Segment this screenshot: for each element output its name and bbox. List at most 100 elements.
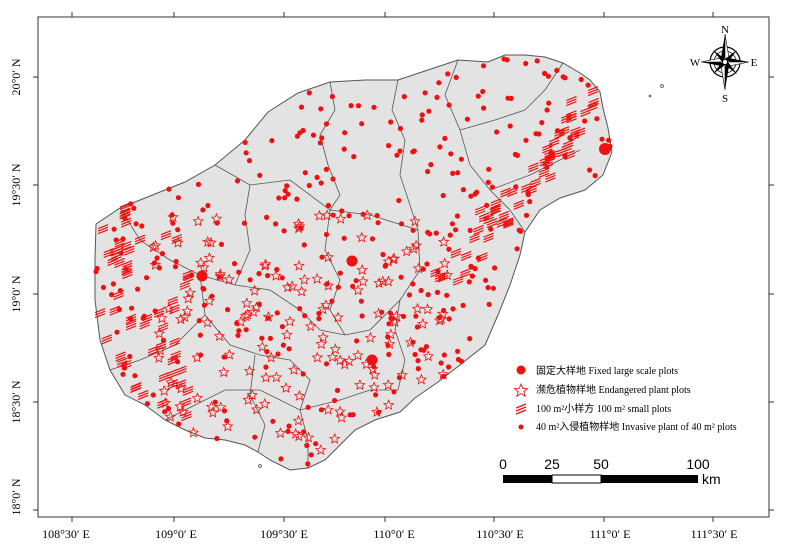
invasive-plot-marker — [444, 292, 450, 298]
small-plot-marker — [561, 142, 572, 154]
endangered-plot-marker — [289, 427, 302, 439]
invasive-plot-marker — [273, 221, 279, 227]
invasive-plot-marker — [314, 174, 320, 180]
small-plot-marker — [97, 224, 109, 235]
endangered-plot-marker — [214, 268, 226, 280]
endangered-plot-marker — [222, 420, 234, 432]
small-plot-marker — [558, 126, 570, 137]
invasive-plot-marker — [437, 144, 443, 150]
small-plot-marker — [169, 337, 180, 348]
endangered-plot-marker — [388, 252, 400, 264]
endangered-plot-marker — [191, 392, 204, 404]
endangered-plot-marker — [302, 431, 315, 443]
endangered-plot-marker — [181, 305, 194, 317]
invasive-plot-marker — [264, 349, 270, 355]
invasive-plot-marker — [414, 324, 420, 330]
small-plot-marker — [134, 234, 146, 245]
invasive-plot-marker — [394, 152, 400, 158]
invasive-plot-marker — [197, 332, 203, 338]
small-plot-marker — [554, 128, 565, 140]
endangered-plot-marker — [281, 328, 293, 340]
invasive-plot-marker — [578, 76, 584, 83]
invasive-plot-marker — [201, 302, 207, 308]
small-plot-marker — [157, 322, 169, 333]
small-plot-marker — [138, 389, 149, 401]
endangered-plot-marker — [203, 252, 216, 263]
small-plot-marker — [113, 289, 124, 301]
invasive-plot-marker — [453, 74, 459, 80]
invasive-plot-marker — [285, 191, 291, 197]
endangered-plot-marker — [438, 235, 450, 247]
invasive-plot-marker — [449, 221, 455, 227]
small-plot-marker — [526, 184, 537, 196]
invasive-plot-marker — [468, 263, 474, 269]
endangered-plot-marker — [368, 381, 380, 393]
invasive-plot-marker — [539, 120, 545, 126]
endangered-plot-marker — [250, 301, 263, 313]
small-plot-marker — [538, 167, 550, 178]
endangered-plot-marker — [241, 308, 254, 320]
small-plot-marker — [120, 240, 132, 252]
invasive-plot-marker — [467, 227, 473, 233]
invasive-plot-marker — [466, 279, 472, 285]
small-plot-marker — [587, 86, 599, 97]
small-plot-marker — [141, 313, 153, 324]
invasive-plot-marker — [274, 310, 280, 316]
small-plot-marker — [474, 205, 486, 216]
legend-label-small: 100 m²小样方 100 m² small plots — [536, 402, 671, 415]
endangered-plot-marker — [407, 242, 420, 254]
invasive-plot-marker — [241, 220, 247, 226]
invasive-plot-marker — [353, 278, 359, 284]
invasive-plot-marker — [323, 121, 330, 127]
invasive-plot-marker — [301, 242, 307, 248]
endangered-plot-marker — [172, 236, 184, 248]
invasive-plot-marker — [397, 125, 403, 132]
invasive-plot-marker — [410, 227, 416, 233]
invasive-plot-marker — [486, 301, 492, 307]
invasive-plot-marker — [380, 251, 386, 258]
endangered-plot-marker — [205, 400, 218, 412]
endangered-plot-marker — [437, 307, 449, 319]
scale-bar: 0 25 50 100 km — [499, 456, 721, 487]
small-plot-marker — [109, 305, 120, 316]
legend-symbol-small-dot — [518, 424, 524, 430]
invasive-plot-marker — [235, 332, 241, 338]
small-plot-marker — [490, 198, 502, 209]
invasive-plot-marker — [501, 56, 507, 62]
legend-symbol-star — [513, 382, 529, 398]
small-plot-marker — [460, 250, 472, 262]
small-plot-marker — [460, 268, 471, 279]
invasive-plot-marker — [359, 313, 365, 319]
endangered-plot-marker — [259, 258, 272, 270]
endangered-plot-marker — [184, 286, 196, 298]
endangered-plot-marker — [322, 251, 334, 263]
invasive-plot-marker — [316, 310, 322, 317]
endangered-plot-marker — [202, 235, 214, 247]
invasive-plot-marker — [317, 140, 323, 146]
endangered-plot-marker — [383, 338, 396, 350]
invasive-plot-marker — [434, 289, 441, 295]
endangered-plot-marker — [382, 378, 395, 390]
invasive-plot-marker — [339, 208, 345, 214]
legend-symbol-hatch — [515, 403, 527, 415]
endangered-plot-marker — [215, 401, 227, 413]
invasive-plot-marker — [109, 292, 115, 298]
scale-label: 25 — [544, 456, 560, 472]
invasive-plot-marker — [355, 103, 362, 109]
small-plot-marker — [450, 248, 462, 259]
endangered-plot-marker — [322, 403, 334, 415]
invasive-plot-marker — [418, 287, 424, 294]
invasive-plot-marker — [114, 329, 120, 335]
small-plot-marker — [180, 397, 192, 408]
invasive-plot-marker — [280, 342, 286, 348]
x-tick-label: 110°30′ E — [476, 527, 523, 541]
compass-e-label: E — [751, 57, 758, 69]
invasive-plot-marker — [242, 139, 248, 145]
invasive-plot-marker — [455, 356, 462, 363]
invasive-plot-marker — [350, 283, 356, 289]
invasive-plot-marker — [446, 316, 452, 322]
invasive-plot-marker — [269, 138, 275, 144]
invasive-plot-marker — [144, 275, 150, 281]
invasive-plot-marker — [599, 136, 605, 142]
invasive-plot-marker — [139, 223, 145, 229]
